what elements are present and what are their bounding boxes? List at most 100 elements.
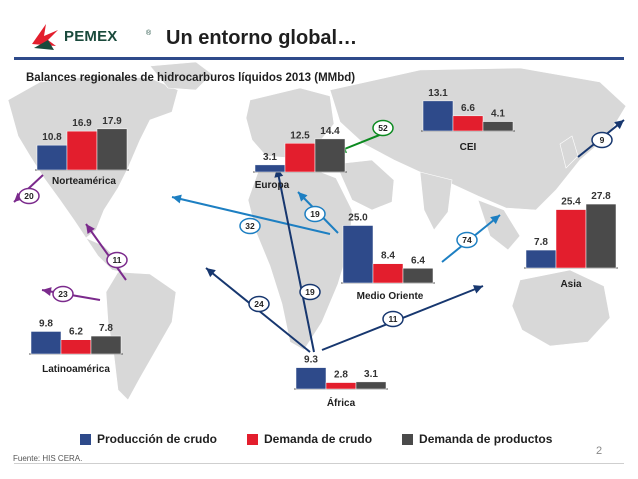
europa-value-2: 14.4 [320, 126, 340, 137]
map-africa [247, 163, 353, 351]
cei-value-1: 6.6 [461, 103, 475, 114]
flow-norteamerica-to-west-badge-label: 20 [24, 191, 34, 201]
europa-bar-2 [314, 138, 346, 173]
flow-africa-to-norteamerica-badge-label: 24 [254, 299, 264, 309]
legend-label-production: Producción de crudo [97, 432, 218, 446]
latinoamerica-bar-1 [60, 339, 92, 355]
logo-registered: ® [146, 30, 152, 37]
asia-bar-2 [585, 203, 617, 269]
map-middle-east [335, 159, 395, 211]
map-asia [329, 67, 627, 211]
legend-swatch-production [80, 433, 91, 445]
cei-value-0: 13.1 [428, 88, 448, 99]
flow-medio-oriente-to-norteamerica-badge-label: 32 [245, 221, 255, 231]
legend: Producción de crudo Demanda de crudo Dem… [80, 432, 582, 446]
norteamerica-bar-0 [36, 144, 68, 171]
pemex-logo: PEMEX ® [30, 20, 155, 54]
map-southeast-asia [477, 199, 521, 251]
flow-cei-to-asia-arrowhead [614, 120, 624, 130]
flow-latinoamerica-to-west-arrowhead [42, 287, 52, 296]
footer-rule [14, 463, 624, 464]
norteamerica-bar-1 [66, 130, 98, 171]
asia-value-0: 7.8 [534, 237, 548, 248]
legend-swatch-crude-demand [247, 433, 259, 445]
flow-medio-oriente-to-europa-badge-label: 19 [310, 209, 320, 219]
flow-norteamerica-to-west-badge [18, 187, 40, 205]
legend-item-products-demand: Demanda de productos [402, 432, 552, 446]
flow-medio-oriente-to-asia-arrowhead [490, 215, 500, 225]
source-note: Fuente: HIS CERA. [13, 454, 83, 463]
cei-value-2: 4.1 [491, 109, 505, 120]
flow-africa-to-norteamerica-badge [248, 295, 270, 313]
flow-medio-oriente-to-norteamerica-arrowhead [172, 194, 182, 204]
flow-africa-to-asia-arrowhead [472, 285, 483, 294]
asia-bar-1 [555, 209, 587, 269]
flow-africa-to-europa-badge [299, 283, 321, 301]
logo-text: PEMEX [64, 28, 118, 45]
medio-oriente-bar-2 [402, 268, 434, 284]
flow-medio-oriente-to-norteamerica-badge [239, 217, 261, 235]
medio-oriente-value-1: 8.4 [381, 251, 395, 262]
norteamerica-value-2: 17.9 [102, 116, 122, 127]
legend-item-crude-demand: Demanda de crudo [247, 432, 372, 446]
flow-africa-to-europa-arrow [276, 167, 315, 353]
latinoamerica-value-0: 9.8 [39, 318, 53, 329]
pemex-eagle-icon [32, 24, 58, 50]
cei-region-label: CEI [460, 142, 477, 153]
africa-value-1: 2.8 [334, 370, 348, 381]
flow-africa-to-asia-badge-label: 11 [389, 314, 398, 324]
africa-bar-0 [295, 367, 327, 390]
page-number: 2 [596, 445, 603, 457]
africa-bar-2 [355, 381, 387, 390]
flow-cei-to-europa-badge [372, 119, 394, 137]
chart-subtitle: Balances regionales de hidrocarburos líq… [26, 72, 356, 84]
latinoamerica-region-label: Latinoamérica [42, 364, 110, 375]
flow-cei-to-europa-badge-label: 52 [378, 123, 388, 133]
flow-africa-to-norteamerica-arrowhead [206, 268, 216, 278]
flow-medio-oriente-to-europa-arrowhead [298, 192, 308, 202]
medio-oriente-bar-0 [342, 225, 374, 284]
map-australia [511, 269, 611, 347]
norteamerica-bar-2 [96, 128, 128, 171]
asia-value-2: 27.8 [591, 191, 611, 202]
medio-oriente-value-2: 6.4 [411, 255, 425, 266]
legend-label-crude-demand: Demanda de crudo [264, 432, 373, 446]
flow-latinoamerica-to-norteamerica-arrow [85, 223, 127, 281]
latinoamerica-value-2: 7.8 [99, 323, 113, 334]
norteamerica-value-1: 16.9 [72, 118, 92, 129]
flow-medio-oriente-to-norteamerica-arrow [171, 196, 331, 235]
flow-africa-to-europa-badge-label: 19 [305, 287, 315, 297]
legend-label-products-demand: Demanda de productos [419, 432, 553, 446]
medio-oriente-value-0: 25.0 [348, 213, 368, 224]
flow-latinoamerica-to-west-badge-label: 23 [58, 289, 68, 299]
norteamerica-region-label: Norteamérica [52, 176, 116, 187]
flow-africa-to-asia-badge [382, 310, 404, 328]
europa-value-1: 12.5 [290, 130, 310, 141]
europa-region-label: Europa [255, 180, 290, 191]
africa-bar-1 [325, 382, 357, 390]
cei-bar-0 [422, 100, 454, 132]
title-rule [14, 57, 624, 60]
africa-region-label: África [327, 396, 356, 409]
latinoamerica-value-1: 6.2 [69, 327, 83, 338]
world-map [7, 61, 627, 401]
asia-value-1: 25.4 [561, 197, 581, 208]
legend-swatch-products-demand [402, 433, 414, 445]
flow-latinoamerica-to-west-badge [52, 285, 74, 303]
legend-item-production: Producción de crudo [80, 432, 217, 446]
medio-oriente-region-label: Medio Oriente [357, 291, 424, 302]
map-greenland [149, 61, 213, 91]
flow-medio-oriente-to-asia-badge-label: 74 [462, 235, 472, 245]
asia-bar-0 [525, 249, 557, 269]
medio-oriente-bar-1 [372, 263, 404, 284]
flow-medio-oriente-to-asia-badge [456, 231, 478, 249]
flow-medio-oriente-to-europa-badge [304, 205, 326, 223]
flow-latinoamerica-to-norteamerica-arrowhead [86, 224, 95, 234]
flow-latinoamerica-to-norteamerica-badge-label: 11 [113, 255, 122, 265]
latinoamerica-bar-0 [30, 331, 62, 355]
map-india [419, 171, 453, 231]
latinoamerica-bar-2 [90, 335, 122, 355]
cei-bar-2 [482, 121, 514, 132]
